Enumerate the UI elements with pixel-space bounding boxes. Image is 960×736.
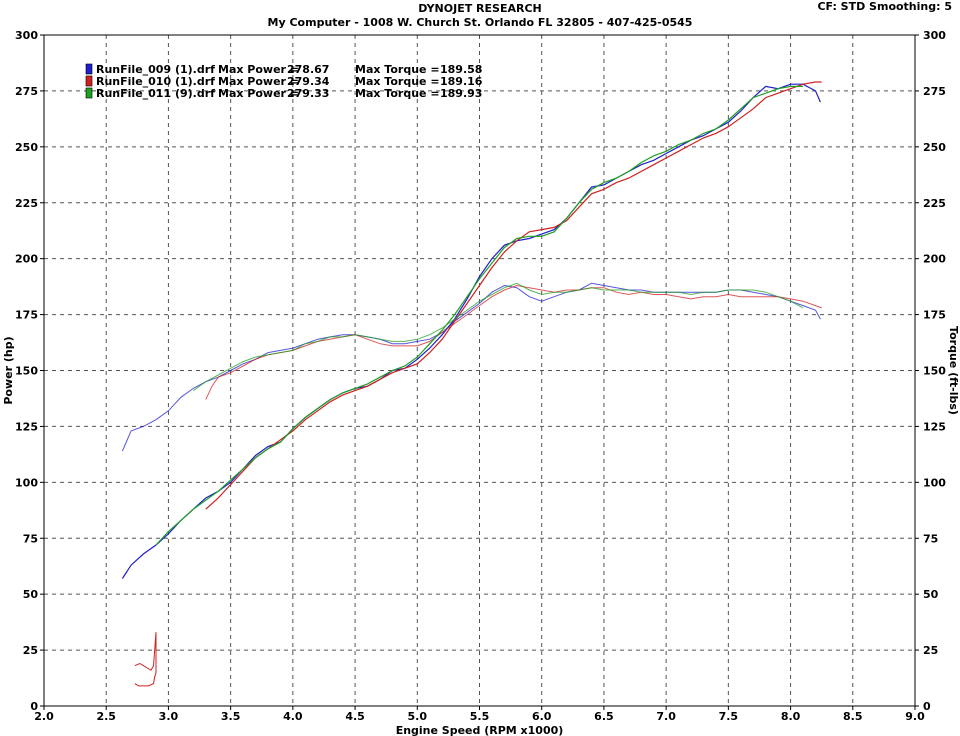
y-tick-label-left: 275 (15, 85, 38, 98)
y-tick-label-right: 0 (923, 700, 931, 713)
y-tick-label-right: 225 (923, 197, 946, 210)
legend-run-name: RunFile_010 (1).drf (96, 75, 215, 88)
legend-swatch (85, 63, 93, 75)
y-tick-label-left: 300 (15, 29, 38, 42)
y-tick-label-left: 175 (15, 309, 38, 322)
legend-power-label: Max Power = (218, 87, 299, 100)
y-tick-label-left: 250 (15, 141, 38, 154)
y-tick-label-right: 275 (923, 85, 946, 98)
legend: RunFile_009 (1).drf Max Power =278.67 Max … (85, 63, 483, 100)
y-axis-label-left: Power (hp) (2, 336, 15, 404)
power-line-0 (121, 83, 821, 579)
y-tick-label-left: 200 (15, 253, 38, 266)
legend-torque-label: Max Torque = (355, 87, 440, 100)
legend-swatch (85, 87, 93, 99)
y-tick-label-left: 75 (23, 532, 38, 545)
legend-run-name: RunFile_009 (1).drf (96, 63, 215, 76)
y-tick-label-left: 50 (23, 588, 39, 601)
y-tick-label-right: 75 (923, 532, 938, 545)
x-tick-label: 5.5 (470, 710, 490, 723)
torque-line-2 (193, 282, 804, 392)
y-tick-label-left: 125 (15, 420, 38, 433)
y-tick-label-right: 200 (923, 253, 946, 266)
y-axis-label-right: Torque (ft-lbs) (947, 326, 960, 415)
torque-line-0 (121, 282, 821, 452)
y-tick-label-right: 100 (923, 476, 946, 489)
chart-title: DYNOJET RESEARCH (418, 2, 542, 15)
y-tick-label-left: 100 (15, 476, 38, 489)
chart-subtitle: My Computer - 1008 W. Church St. Orlando… (267, 16, 693, 29)
x-tick-label: 9.0 (905, 710, 925, 723)
x-tick-label: 6.5 (594, 710, 614, 723)
x-tick-label: 8.0 (781, 710, 801, 723)
y-tick-label-left: 0 (30, 700, 38, 713)
x-tick-label: 3.5 (221, 710, 241, 723)
legend-max-torque: 189.58 (440, 63, 482, 76)
legend-power-label: Max Power = (218, 75, 299, 88)
legend-max-power: 278.67 (287, 63, 329, 76)
x-tick-label: 4.0 (283, 710, 303, 723)
x-tick-label: 4.5 (345, 710, 365, 723)
x-tick-label: 2.0 (34, 710, 54, 723)
legend-max-power: 279.33 (287, 87, 329, 100)
y-tick-label-left: 25 (23, 644, 38, 657)
y-tick-label-right: 50 (923, 588, 939, 601)
x-tick-label: 7.0 (656, 710, 676, 723)
y-tick-label-right: 250 (923, 141, 946, 154)
legend-power-label: Max Power = (218, 63, 299, 76)
legend-torque-label: Max Torque = (355, 75, 440, 88)
correction-factor-label: CF: STD Smoothing: 5 (817, 0, 952, 13)
y-tick-label-right: 300 (923, 29, 946, 42)
x-tick-label: 5.0 (408, 710, 428, 723)
x-axis-label: Engine Speed (RPM x1000) (396, 724, 564, 736)
x-tick-label: 7.5 (719, 710, 739, 723)
y-tick-label-right: 175 (923, 309, 946, 322)
y-tick-label-left: 225 (15, 197, 38, 210)
x-tick-label: 6.0 (532, 710, 552, 723)
legend-max-power: 279.34 (287, 75, 330, 88)
y-tick-label-right: 25 (923, 644, 938, 657)
x-tick-label: 8.5 (843, 710, 863, 723)
power-line-1 (205, 81, 822, 510)
legend-swatch (85, 75, 93, 87)
x-tick-label: 3.0 (159, 710, 179, 723)
y-tick-label-right: 125 (923, 420, 946, 433)
power-line-2 (155, 85, 803, 546)
legend-max-torque: 189.16 (440, 75, 483, 88)
y-tick-label-right: 150 (923, 365, 946, 378)
legend-run-name: RunFile_011 (9).drf (96, 87, 215, 100)
torque-line-1 (205, 284, 822, 400)
x-tick-label: 2.5 (96, 710, 116, 723)
legend-max-torque: 189.93 (440, 87, 482, 100)
plot-frame (43, 34, 916, 707)
legend-torque-label: Max Torque = (355, 63, 440, 76)
low-rpm-trace-0 (134, 632, 157, 687)
y-tick-label-left: 150 (15, 365, 38, 378)
